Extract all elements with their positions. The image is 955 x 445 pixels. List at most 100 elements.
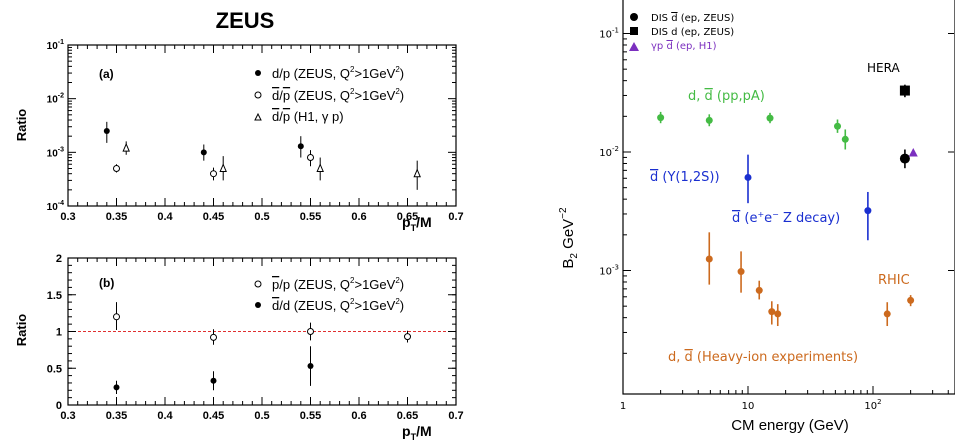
- annotation-heavy-ion: d, d (Heavy-ion experiments): [668, 350, 858, 365]
- x-tick-label: 0.3: [60, 410, 75, 422]
- x-tick-label: 0.7: [448, 410, 463, 422]
- annotation-rhic: RHIC: [878, 273, 910, 288]
- panel-a-label: (a): [99, 67, 114, 81]
- data-point: [841, 135, 849, 143]
- x-tick-label: 0.3: [60, 211, 75, 223]
- legend-r-item-2: DIS d (ep, ZEUS): [651, 27, 734, 38]
- x-tick-label: 0.45: [203, 410, 224, 422]
- data-point: [766, 114, 774, 122]
- data-point: [307, 154, 314, 162]
- legend-a-item-3: d/p (H1, γ p): [272, 109, 344, 124]
- y-tick-label: 1: [56, 327, 62, 339]
- data-point: [413, 168, 421, 178]
- x-tick-label: 0.5: [254, 410, 269, 422]
- x-tick-label: 0.4: [157, 211, 173, 223]
- panel-right-ylabel: B2 GeV−2: [558, 207, 580, 269]
- legend-r-marker-square: [630, 27, 638, 35]
- panel-right: 1 10 102 10-3 10-2 10-1 B2 GeV−2 CM energy (…: [558, 0, 955, 434]
- x-tick-label: 0.65: [397, 410, 418, 422]
- panel-b-x-ticks: 0.3 0.35 0.4 0.45 0.5 0.55 0.6 0.65 0.7: [60, 258, 464, 422]
- zeus-title: ZEUS: [216, 8, 275, 33]
- data-point: [113, 313, 120, 321]
- y-tick-label: 10-3: [47, 146, 64, 159]
- legend-r-marker-triangle: [629, 42, 639, 51]
- data-point: [744, 173, 752, 181]
- x-tick-label: 0.55: [300, 410, 321, 422]
- y-tick-label: 10-1: [47, 39, 64, 52]
- legend-a-item-2: d/p (ZEUS, Q2>1GeV2): [272, 87, 404, 103]
- panel-b-label: (b): [99, 276, 114, 290]
- legend-b-item-2: d/d (ZEUS, Q2>1GeV2): [272, 297, 404, 313]
- data-point: [768, 308, 776, 316]
- legend-a-item-1: d/p (ZEUS, Q2>1GeV2): [272, 65, 404, 81]
- annotation-upsilon: d (Υ(1,2S)): [650, 170, 720, 185]
- y-tick-label: 1.5: [47, 290, 62, 302]
- y-tick-label: 10-2: [47, 93, 64, 106]
- panel-b: 0.3 0.35 0.4 0.45 0.5 0.55 0.6 0.65 0.7 0 0.5 1 1.5…: [14, 253, 464, 442]
- panel-b-legend: p/p (ZEUS, Q2>1GeV2) d/d (ZEUS, Q2>1GeV2…: [254, 276, 404, 313]
- panel-a-y-ticks: 10-410-310-210-1: [47, 39, 456, 213]
- x-tick-label: 0.65: [397, 211, 418, 223]
- data-point: [705, 255, 713, 263]
- panel-b-y-ticks: 0 0.5 1 1.5 2: [47, 253, 456, 412]
- x-tick-label: 0.45: [203, 211, 224, 223]
- data-point: [210, 377, 217, 384]
- y-tick-label: 0: [56, 400, 62, 412]
- data-point: [122, 142, 130, 152]
- x-tick-label: 0.35: [106, 211, 127, 223]
- annotation-z-decay: d (e+e− Z decay): [732, 210, 840, 226]
- data-point: [404, 333, 411, 341]
- data-point: [200, 149, 207, 156]
- x-tick-label: 0.7: [448, 211, 463, 223]
- data-point: [883, 310, 891, 318]
- y-tick-label: 0.5: [47, 363, 62, 375]
- panel-a-ylabel: Ratio: [14, 109, 29, 142]
- legend-b-item-1: p/p (ZEUS, Q2>1GeV2): [272, 276, 404, 292]
- data-point: [307, 363, 314, 370]
- panel-right-points: [657, 84, 918, 327]
- x-tick-label: 102: [864, 398, 881, 412]
- annotation-pp-pa: d, d (pp,pA): [688, 89, 765, 104]
- panel-right-legend: DIS d (ep, ZEUS) DIS d (ep, ZEUS) γp d (…: [629, 13, 734, 52]
- legend-a-marker-filled-circle: [255, 70, 261, 76]
- data-point: [834, 122, 842, 130]
- x-tick-label: 0.35: [106, 410, 127, 422]
- panel-a-xlabel: pT/M: [402, 214, 432, 233]
- panel-a: 0.3 0.35 0.4 0.45 0.5 0.55 0.6 0.65 0.7 10-410-3…: [14, 39, 464, 233]
- legend-b-marker-filled-circle: [255, 302, 261, 308]
- data-point: [899, 153, 910, 164]
- panel-b-ylabel: Ratio: [14, 314, 29, 347]
- panel-b-points: [113, 302, 411, 394]
- data-point: [657, 114, 665, 122]
- data-point: [113, 384, 120, 391]
- legend-b-marker-open-circle: [254, 280, 262, 288]
- data-point: [907, 296, 915, 304]
- panel-a-x-ticks: 0.3 0.35 0.4 0.45 0.5 0.55 0.6 0.65 0.7: [60, 45, 464, 223]
- legend-r-item-1: DIS d (ep, ZEUS): [651, 13, 734, 24]
- legend-a-marker-open-triangle: [254, 112, 262, 121]
- panel-right-xlabel: CM energy (GeV): [731, 417, 849, 434]
- y-tick-label: 10-1: [599, 27, 619, 41]
- data-point: [774, 310, 782, 318]
- x-tick-label: 0.4: [157, 410, 173, 422]
- panel-b-xlabel: pT/M: [402, 423, 432, 442]
- panel-right-x-ticks: 1 10 102: [620, 386, 949, 412]
- data-point: [103, 127, 110, 134]
- x-tick-label: 10: [742, 401, 755, 412]
- x-tick-label: 0.6: [351, 211, 366, 223]
- data-point: [219, 163, 227, 172]
- data-point: [307, 328, 314, 335]
- data-point: [864, 207, 872, 215]
- data-point: [737, 268, 745, 276]
- x-tick-label: 0.5: [254, 211, 269, 223]
- data-point: [899, 85, 910, 96]
- panel-right-y-ticks: 10-3 10-2 10-1: [599, 27, 954, 354]
- x-tick-label: 1: [620, 401, 626, 412]
- legend-a-marker-open-circle: [254, 91, 262, 99]
- data-point: [316, 163, 324, 172]
- panel-right-frame: [622, 0, 955, 395]
- data-point: [705, 116, 713, 124]
- y-tick-label: 10-2: [599, 145, 619, 159]
- data-point: [908, 148, 918, 157]
